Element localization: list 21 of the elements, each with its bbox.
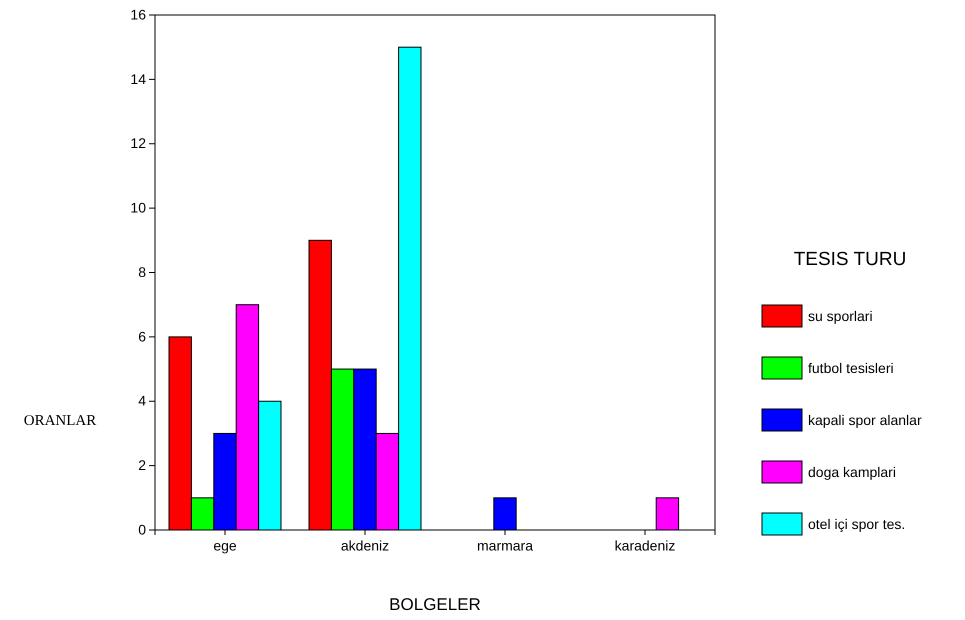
legend-label: su sporlari [808,308,873,324]
x-axis-title: BOLGELER [389,595,481,614]
legend-title: TESIS TURU [794,249,906,270]
y-tick-label: 12 [130,135,146,152]
y-axis-title: ORANLAR [24,413,96,429]
y-tick-label: 4 [138,392,146,409]
legend-label: doga kamplari [808,464,896,480]
legend-label: futbol tesisleri [808,360,894,376]
y-tick-label: 6 [138,328,146,344]
x-tick-label: ege [213,538,237,554]
y-tick-label: 10 [130,200,146,216]
y-tick-label: 2 [138,457,146,474]
legend-label: kapali spor alanlar [808,412,922,428]
legend-label: otel içi spor tes. [808,516,906,532]
y-tick-label: 14 [130,70,146,87]
x-tick-label: akdeniz [340,538,390,554]
y-tick-label: 16 [130,6,146,22]
x-tick-label: marmara [476,538,534,554]
y-tick-label: 0 [138,521,146,538]
y-tick-label: 8 [138,264,146,280]
x-tick-label: karadeniz [614,538,676,554]
